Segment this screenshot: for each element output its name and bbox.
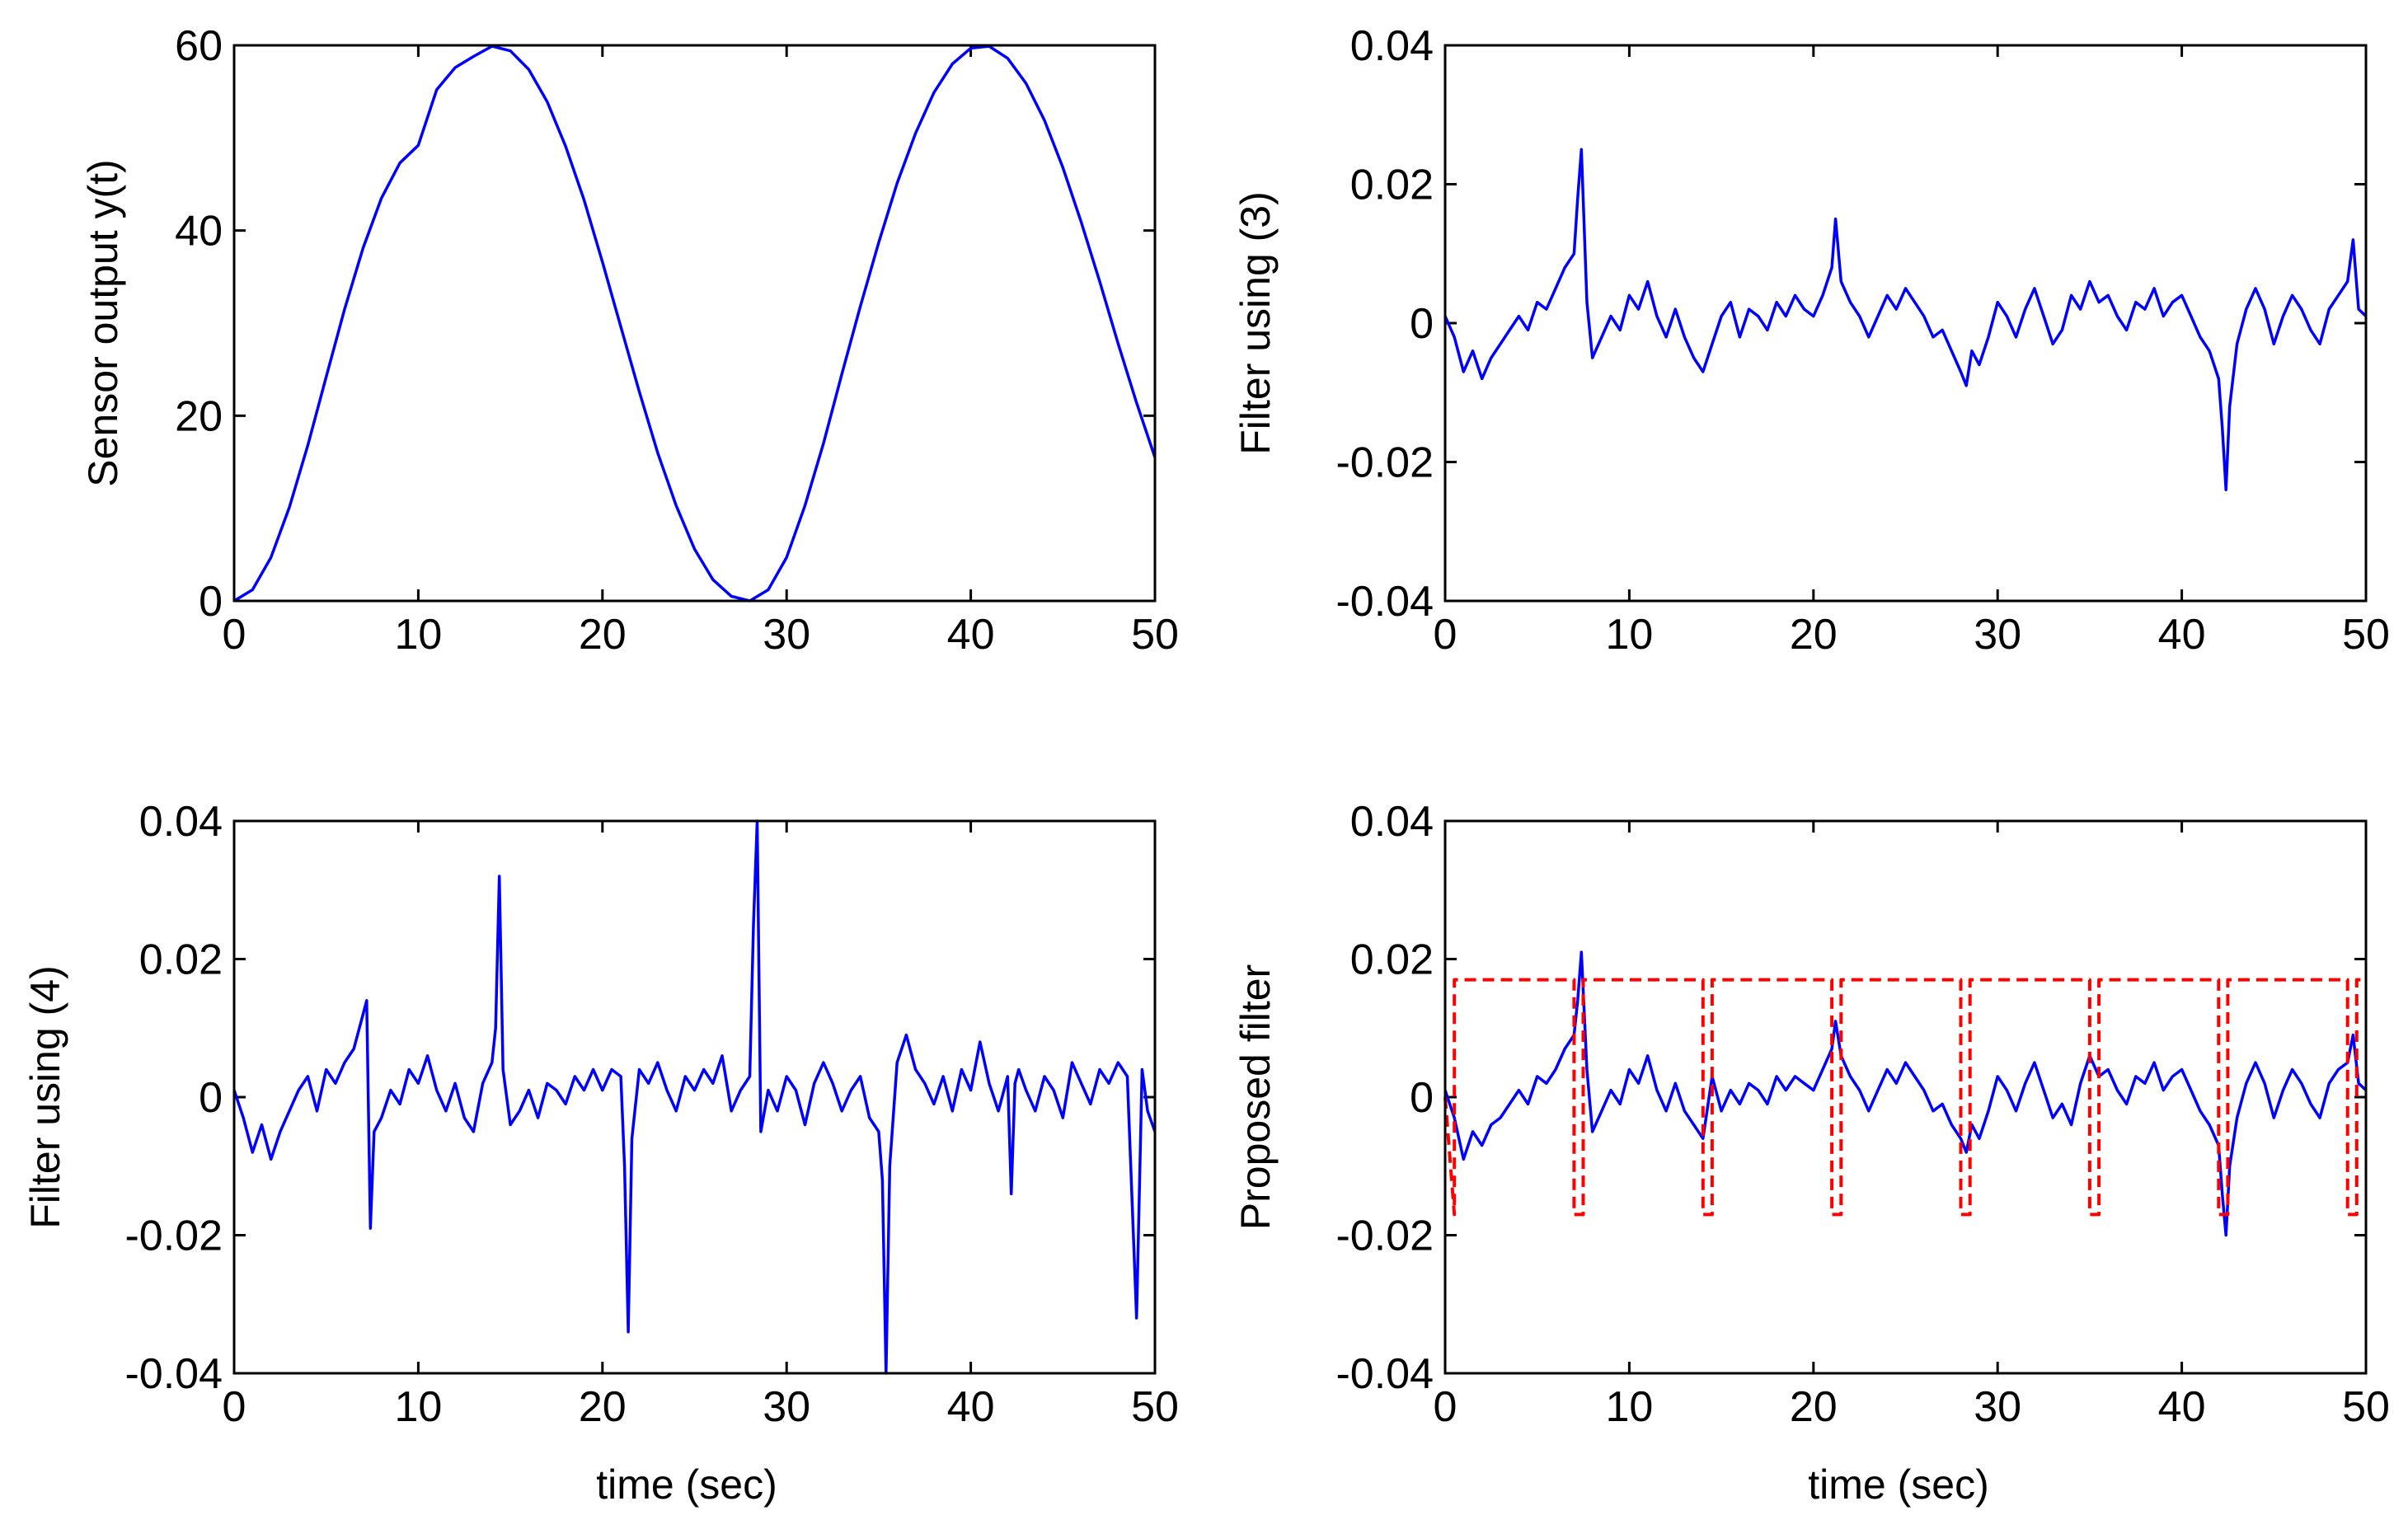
x-axis-label: time (sec) bbox=[1808, 1461, 1988, 1508]
y-tick-label: 40 bbox=[175, 208, 223, 256]
series-line-y-t- bbox=[233, 45, 1157, 603]
y-tick-label: -0.04 bbox=[1335, 578, 1434, 626]
subplot-sensor-output: 0 10 20 30 40 50 0 20 40 60 Sensor output y(t) bbox=[80, 22, 1179, 659]
tick-labels: 0 10 20 30 40 50 -0.04 -0.02 0 0.02 0.04 bbox=[1335, 798, 2389, 1431]
y-tick-label: 0.02 bbox=[1350, 936, 1434, 984]
y-tick-label: 0.04 bbox=[1350, 798, 1434, 846]
x-tick-label: 0 bbox=[223, 1383, 246, 1431]
x-tick-label: 50 bbox=[2342, 1383, 2390, 1431]
subplot-filter-3: 0 10 20 30 40 50 -0.04 -0.02 0 0.02 0.04 Filter us… bbox=[1232, 22, 2390, 659]
x-tick-label: 20 bbox=[579, 1383, 627, 1431]
y-tick-label: 0 bbox=[199, 1074, 223, 1122]
plot-area bbox=[234, 821, 1155, 1373]
y-tick-label: 60 bbox=[175, 22, 223, 70]
x-tick-label: 20 bbox=[579, 611, 627, 659]
y-tick-label: 0.04 bbox=[1350, 22, 1434, 70]
x-tick-label: 30 bbox=[1974, 611, 2021, 659]
tick-labels: 0 10 20 30 40 50 -0.04 -0.02 0 0.02 0.04 bbox=[1335, 22, 2389, 659]
subplot-filter-4: 0 10 20 30 40 50 -0.04 -0.02 0 0.02 0.04 Filter us… bbox=[22, 798, 1179, 1508]
series-group bbox=[1443, 148, 2368, 491]
x-tick-label: 10 bbox=[1605, 1383, 1653, 1431]
x-tick-label: 50 bbox=[2342, 611, 2390, 659]
x-tick-label: 10 bbox=[394, 1383, 442, 1431]
x-tick-label: 40 bbox=[947, 1383, 995, 1431]
x-axis-label: time (sec) bbox=[596, 1461, 777, 1508]
series-line-filter-3- bbox=[1443, 148, 2368, 491]
plot-frame bbox=[232, 44, 1157, 603]
series-group bbox=[1443, 950, 2368, 1237]
x-tick-label: 50 bbox=[1131, 1383, 1179, 1431]
y-tick-label: 0.02 bbox=[1350, 162, 1434, 209]
x-tick-label: 20 bbox=[1790, 1383, 1838, 1431]
x-tick-label: 30 bbox=[763, 1383, 810, 1431]
plot-area bbox=[234, 45, 1155, 601]
tick-labels: 0 10 20 30 40 50 0 20 40 60 bbox=[175, 22, 1179, 659]
plot-frame bbox=[1443, 44, 2368, 603]
y-tick-label: 20 bbox=[175, 392, 223, 440]
x-tick-label: 10 bbox=[1605, 611, 1653, 659]
y-tick-label: 0 bbox=[1410, 300, 1434, 348]
x-tick-label: 40 bbox=[947, 611, 995, 659]
y-tick-label: 0.04 bbox=[139, 798, 223, 846]
x-tick-label: 0 bbox=[1434, 611, 1457, 659]
series-group bbox=[233, 45, 1157, 603]
subplot-proposed-filter: 0 10 20 30 40 50 -0.04 -0.02 0 0.02 0.04 Proposed … bbox=[1232, 798, 2390, 1508]
series-group bbox=[232, 819, 1157, 1375]
tick-labels: 0 10 20 30 40 50 -0.04 -0.02 0 0.02 0.04 bbox=[124, 798, 1178, 1431]
y-axis-label: Proposed filter bbox=[1232, 964, 1279, 1230]
y-axis-label: Filter using (3) bbox=[1232, 191, 1279, 455]
y-tick-label: -0.02 bbox=[124, 1213, 223, 1260]
y-axis-label: Sensor output y(t) bbox=[80, 159, 126, 486]
series-line-threshold bbox=[1443, 978, 2366, 1217]
plot-frame bbox=[232, 819, 1157, 1375]
x-tick-label: 50 bbox=[1131, 611, 1179, 659]
series-line-filter-4- bbox=[232, 819, 1157, 1375]
y-tick-label: 0 bbox=[1410, 1074, 1434, 1122]
x-tick-label: 30 bbox=[763, 611, 810, 659]
series-line-proposed-filter bbox=[1443, 950, 2368, 1237]
x-tick-label: 20 bbox=[1790, 611, 1838, 659]
y-tick-label: 0.02 bbox=[139, 936, 223, 984]
x-tick-label: 40 bbox=[2158, 1383, 2206, 1431]
y-tick-label: -0.04 bbox=[1335, 1350, 1434, 1398]
y-tick-label: -0.02 bbox=[1335, 1213, 1434, 1260]
y-axis-label: Filter using (4) bbox=[22, 965, 68, 1229]
plot-area bbox=[1445, 45, 2366, 601]
x-tick-label: 30 bbox=[1974, 1383, 2021, 1431]
y-tick-label: -0.02 bbox=[1335, 439, 1434, 487]
x-tick-label: 0 bbox=[1434, 1383, 1457, 1431]
y-tick-label: 0 bbox=[199, 578, 223, 626]
plot-area bbox=[1445, 821, 2366, 1373]
x-tick-label: 40 bbox=[2158, 611, 2206, 659]
x-tick-label: 0 bbox=[223, 611, 246, 659]
y-tick-label: -0.04 bbox=[124, 1350, 223, 1398]
x-tick-label: 10 bbox=[394, 611, 442, 659]
plot-frame bbox=[1443, 819, 2368, 1375]
